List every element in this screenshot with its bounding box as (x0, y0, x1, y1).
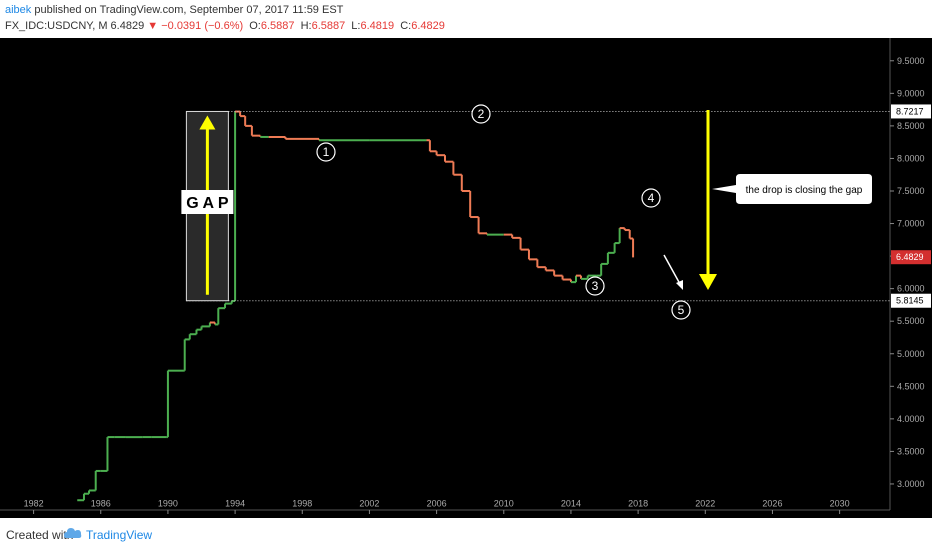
price-tag-high-box (891, 104, 931, 119)
down-triangle-icon: ▼ (147, 20, 159, 32)
callout-text: the drop is closing the gap (746, 185, 863, 196)
x-tick-label: 2030 (830, 499, 850, 509)
y-tick-label: 9.5000 (897, 56, 925, 66)
low-value: 6.4819 (360, 20, 395, 32)
last-price: 6.4829 (110, 20, 145, 32)
close-value: 6.4829 (411, 20, 445, 32)
projection-arrow-head-icon (676, 280, 683, 290)
marker-circle (316, 142, 336, 162)
marker-label: 5 (678, 303, 685, 317)
y-tick-label: 6.0000 (897, 284, 925, 294)
x-tick-label: 2018 (628, 499, 648, 509)
open-value: 6.5887 (260, 20, 295, 32)
symbol-line: FX_IDC:USDCNY, M 6.4829 ▼ −0.0391 (−0.6%… (5, 20, 445, 32)
chart-background (0, 38, 932, 518)
tradingview-logo-icon[interactable] (64, 526, 82, 543)
high-value: 6.5887 (311, 20, 346, 32)
marker-label: 1 (323, 145, 330, 159)
price-chart[interactable]: G A P the drop is closing the gap 1 2 3 4 5 3.… (0, 38, 932, 518)
price-tag-current-box (891, 250, 931, 265)
y-tick-label: 5.5000 (897, 316, 925, 326)
projection-arrow (663, 254, 681, 285)
y-tick-label: 4.0000 (897, 414, 925, 424)
callout-bubble (712, 174, 872, 204)
price-tag-current: 6.4829 (896, 252, 924, 262)
x-tick-label: 1994 (225, 499, 245, 509)
y-tick-label: 9.0000 (897, 88, 925, 98)
x-tick-label: 1990 (158, 499, 178, 509)
x-tick-label: 1986 (91, 499, 111, 509)
x-tick-label: 2014 (561, 499, 581, 509)
y-tick-label: 8.5000 (897, 121, 925, 131)
publish-line: aibek published on TradingView.com, Sept… (5, 4, 343, 16)
y-tick-label: 5.0000 (897, 349, 925, 359)
y-tick-label: 7.5000 (897, 186, 925, 196)
marker-label: 3 (592, 279, 599, 293)
chart-header: aibek published on TradingView.com, Sept… (0, 0, 932, 38)
y-tick-label: 3.0000 (897, 479, 925, 489)
gap-label: G A P (186, 195, 229, 212)
x-tick-label: 1982 (24, 499, 44, 509)
x-tick-label: 2006 (427, 499, 447, 509)
price-tag-low-box (891, 293, 931, 308)
marker-circle (641, 188, 661, 208)
created-with-text: Created with (6, 528, 74, 542)
y-tick-label: 4.5000 (897, 381, 925, 391)
close-label: C: (400, 20, 412, 32)
author-link[interactable]: aibek (5, 4, 32, 16)
marker-label: 4 (648, 191, 655, 205)
marker-circle (585, 276, 605, 296)
published-text: published on TradingView.com, September … (34, 4, 344, 16)
marker-circle (471, 104, 491, 124)
y-tick-label: 7.0000 (897, 219, 925, 229)
high-label: H: (300, 20, 312, 32)
drop-arrow-head-icon (699, 274, 717, 290)
x-tick-label: 2002 (359, 499, 379, 509)
x-tick-label: 2022 (695, 499, 715, 509)
tradingview-brand-link[interactable]: TradingView (86, 528, 153, 542)
symbol-label: FX_IDC:USDCNY, M (5, 20, 108, 32)
chart-panel[interactable]: G A P the drop is closing the gap 1 2 3 4 5 3.… (0, 38, 932, 518)
x-tick-label: 1998 (292, 499, 312, 509)
marker-circle (671, 300, 691, 320)
x-tick-label: 2026 (762, 499, 782, 509)
gap-arrow-head-icon (199, 115, 216, 130)
low-label: L: (351, 20, 361, 32)
y-tick-label: 3.5000 (897, 446, 925, 456)
price-tag-low: 5.8145 (896, 296, 924, 306)
marker-label: 2 (478, 107, 485, 121)
gap-label-box (181, 190, 234, 214)
change-value: −0.0391 (−0.6%) (161, 20, 244, 32)
open-label: O: (249, 20, 261, 32)
y-tick-label: 8.0000 (897, 153, 925, 163)
chart-footer: Created with TradingView (0, 518, 932, 550)
x-tick-label: 2010 (494, 499, 514, 509)
price-tag-high: 8.7217 (896, 106, 924, 116)
